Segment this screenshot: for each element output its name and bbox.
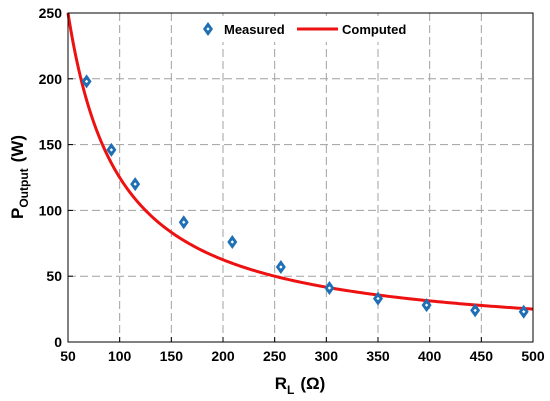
x-tick-label: 300 xyxy=(315,348,339,364)
legend: Measured Computed xyxy=(190,16,422,42)
y-tick-labels: 0 50 100 150 200 250 xyxy=(39,5,73,350)
x-tick-label: 350 xyxy=(366,348,390,364)
measured-point xyxy=(227,234,238,249)
measured-point xyxy=(178,215,189,230)
legend-computed-label: Computed xyxy=(342,22,406,37)
measured-point xyxy=(106,142,117,157)
measured-point xyxy=(275,259,286,274)
y-tick-label: 100 xyxy=(39,202,63,218)
measured-point xyxy=(373,291,383,306)
y-tick-label: 150 xyxy=(39,137,63,153)
x-axis-subscript: L xyxy=(287,383,294,397)
y-axis-symbol: P xyxy=(8,208,27,219)
y-tick-label: 0 xyxy=(54,334,62,350)
measured-point-core xyxy=(473,308,477,313)
plot-area xyxy=(68,13,533,342)
measured-point xyxy=(81,74,92,89)
grid xyxy=(68,13,533,342)
measured-point xyxy=(518,304,529,319)
measured-point xyxy=(130,177,141,192)
plot-frame xyxy=(67,12,534,343)
measured-series xyxy=(81,74,529,319)
legend-measured-label: Measured xyxy=(224,22,285,37)
measured-point-core xyxy=(230,240,234,244)
measured-point-core xyxy=(133,182,137,186)
y-tick-label: 200 xyxy=(39,71,63,87)
measured-point-core xyxy=(424,303,429,307)
computed-curve xyxy=(66,12,534,311)
x-tick-label: 50 xyxy=(60,348,76,364)
measured-point-core xyxy=(109,148,114,152)
legend-measured-marker-core xyxy=(206,27,210,31)
computed-series xyxy=(66,12,534,311)
measured-point-core xyxy=(84,79,89,84)
x-axis-unit: (Ω) xyxy=(300,374,325,393)
y-tick-label: 50 xyxy=(46,268,62,284)
measured-point-core xyxy=(182,220,186,224)
y-axis-subscript: Output xyxy=(17,168,31,207)
measured-point-core xyxy=(279,265,283,269)
x-axis-symbol: R xyxy=(275,374,287,393)
x-tick-labels: 50 100 150 200 250 300 350 400 450 500 xyxy=(60,337,545,364)
measured-point xyxy=(324,281,335,296)
x-tick-label: 250 xyxy=(263,348,287,364)
y-axis-title: POutput (W) xyxy=(8,135,31,219)
x-tick-label: 500 xyxy=(521,348,545,364)
y-tick-label: 250 xyxy=(39,5,63,21)
x-tick-label: 450 xyxy=(470,348,494,364)
measured-point-core xyxy=(376,296,380,301)
x-tick-label: 100 xyxy=(108,348,132,364)
measured-point xyxy=(421,298,432,313)
x-tick-label: 200 xyxy=(211,348,235,364)
y-axis-unit: (W) xyxy=(8,135,27,162)
x-tick-label: 400 xyxy=(418,348,442,364)
x-tick-label: 150 xyxy=(160,348,184,364)
measured-point-core xyxy=(327,286,332,290)
measured-point-core xyxy=(522,310,526,314)
measured-point xyxy=(470,303,481,318)
x-axis-title: RL (Ω) xyxy=(275,374,326,397)
